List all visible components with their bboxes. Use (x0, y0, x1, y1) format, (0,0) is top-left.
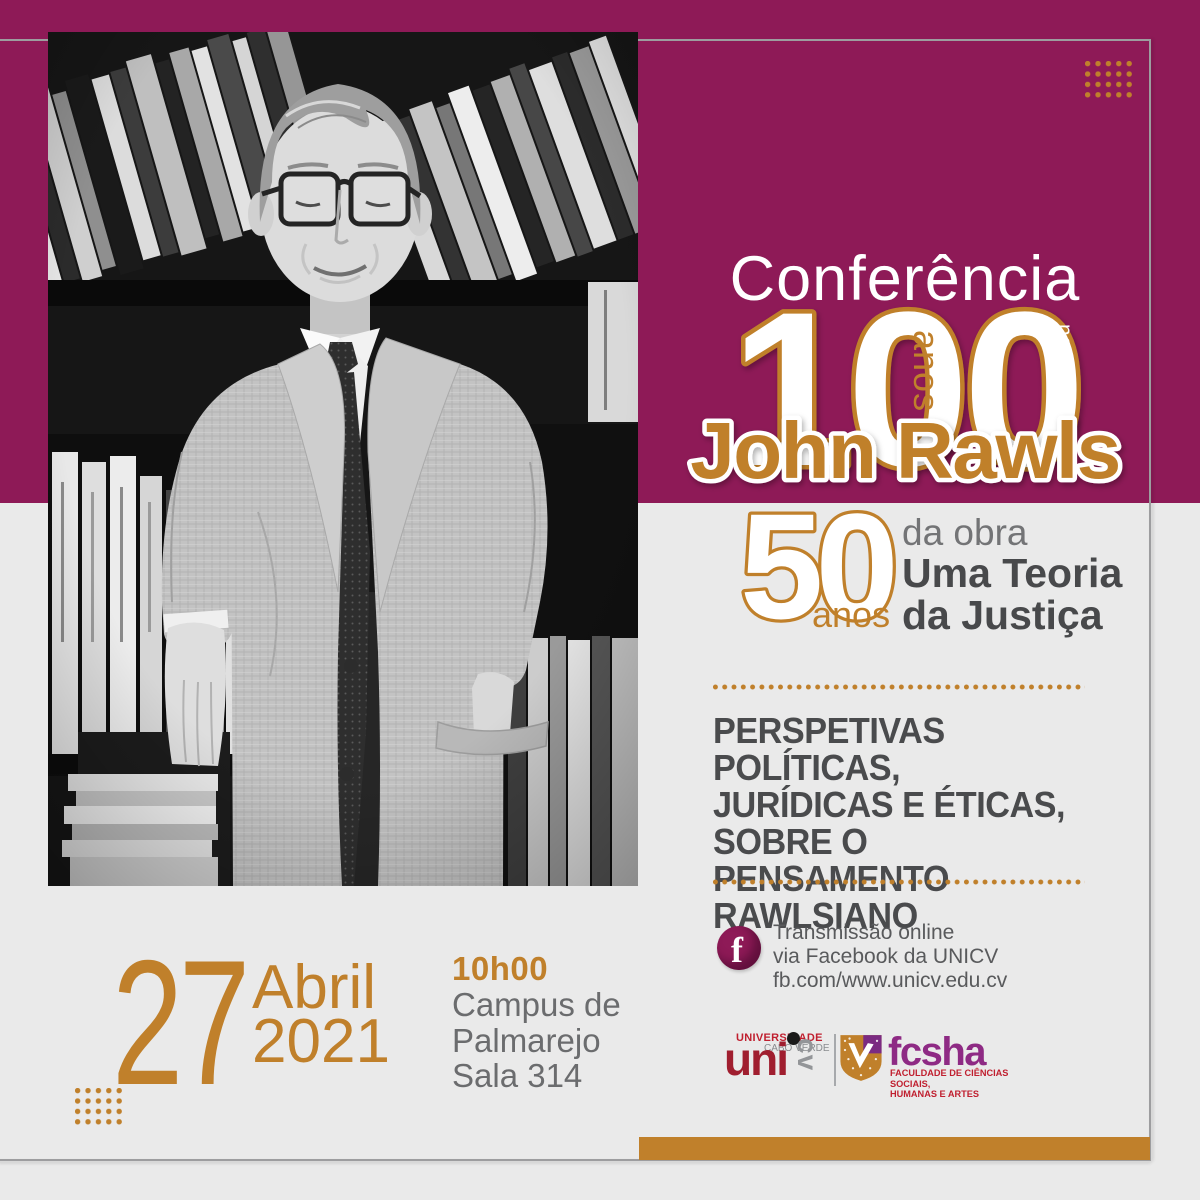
theme-line-3: SOBRE O PENSAMENTO (713, 821, 949, 897)
conference-title: Conferência (730, 244, 1081, 314)
fcsha-logo-word: fcsha (888, 1030, 987, 1074)
venue-line-3: Sala 314 (452, 1057, 583, 1094)
event-year: 2021 (252, 1007, 390, 1076)
unicv-logo-word: uni (724, 1033, 789, 1085)
theme-line-2: JURÍDICAS E ÉTICAS, (713, 784, 1066, 825)
fcsha-shield-icon (840, 1035, 882, 1081)
unicv-logo-dot (787, 1032, 800, 1045)
years-50: 50 (740, 482, 893, 650)
unicv-logo-cv: cv (792, 1038, 823, 1072)
theme-line-1: PERSPETIVAS POLÍTICAS, (713, 710, 945, 788)
venue-line-1: Campus de (452, 986, 621, 1023)
years-100-anos-label: anos (906, 330, 947, 412)
decorative-dots-top-right (1085, 61, 1133, 99)
card-edge-bottom (0, 1159, 1151, 1161)
unicv-universidade-label: UNIVERSIDADE (736, 1032, 823, 1044)
work-intro: da obra (902, 512, 1028, 553)
logos-row: UNIVERSIDADE CABO VERDE uni cv fcsha FAC… (724, 1024, 1044, 1099)
decorative-dots-bottom-left (75, 1088, 123, 1126)
streaming-link: fb.com/www.unicv.edu.cv (773, 969, 1008, 992)
streaming-line-1: Transmissão online (773, 921, 955, 944)
honoree-name: John Rawls (690, 406, 1120, 495)
streaming-line-2: via Facebook da UNICV (773, 945, 999, 968)
card-edge-right (1149, 39, 1151, 1161)
john-rawls-photo (48, 32, 638, 886)
venue-line-2: Palmarejo (452, 1021, 601, 1059)
facebook-f-glyph: f (731, 930, 743, 970)
years-100: 100 (730, 266, 1079, 512)
logo-divider (834, 1034, 836, 1086)
work-title-line2: da Justiça (902, 592, 1104, 638)
event-day: 27 (112, 923, 250, 1122)
event-time: 10h00 (452, 950, 549, 987)
theme-text: PERSPETIVAS POLÍTICAS, JURÍDICAS E ÉTICA… (713, 712, 1112, 934)
fcsha-subtitle-line2: HUMANAS E ARTES (890, 1089, 979, 1099)
unicv-caboverde-label: CABO VERDE (764, 1043, 830, 1054)
streaming-info: Transmissão online via Facebook da UNICV… (773, 921, 1007, 993)
birth-label: nascimento (1053, 324, 1076, 441)
headline-block: Conferência 100 anos nascimento John Raw… (686, 244, 1126, 517)
work-title-line1: Uma Teoria (902, 550, 1123, 596)
event-month: Abril (252, 953, 377, 1022)
facebook-icon: f (717, 926, 761, 970)
event-venue: Campus de Palmarejo Sala 314 (452, 987, 621, 1094)
dotted-separator-top (713, 684, 1085, 690)
anniversary-block: 50 anos da obra Uma Teoria da Justiça (737, 479, 1124, 654)
dotted-separator-bottom (713, 879, 1085, 885)
gold-accent-bar (639, 1137, 1150, 1160)
years-50-anos-label: anos (812, 594, 890, 635)
fcsha-subtitle-line1: FACULDADE DE CIÊNCIAS SOCIAIS, (890, 1068, 1009, 1089)
fcsha-subtitle: FACULDADE DE CIÊNCIAS SOCIAIS, HUMANAS E… (890, 1068, 1044, 1100)
